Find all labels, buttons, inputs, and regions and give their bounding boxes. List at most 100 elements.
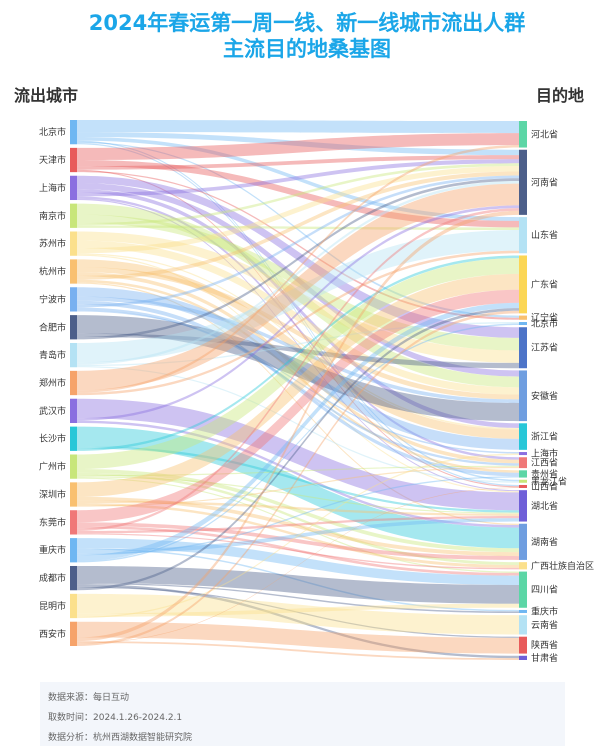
- target-label: 河北省: [531, 128, 558, 140]
- sankey-link: [77, 133, 519, 161]
- target-node: [519, 571, 527, 608]
- sankey-link: [77, 296, 519, 404]
- sankey-link: [77, 282, 519, 526]
- target-node: [519, 370, 527, 422]
- target-label: 安徽省: [531, 390, 558, 402]
- sankey-link: [77, 538, 519, 585]
- sankey-link: [77, 315, 519, 422]
- sankey-link: [77, 214, 519, 351]
- target-label: 江西省: [531, 457, 558, 469]
- sankey-link: [77, 310, 519, 646]
- sankey-link: [77, 287, 519, 450]
- sankey-link: [77, 322, 519, 367]
- source-node: [70, 593, 77, 619]
- target-label: 陕西省: [531, 639, 558, 651]
- source-label: 杭州市: [39, 266, 66, 278]
- sankey-chart: 北京市天津市上海市南京市苏州市杭州市宁波市合肥市青岛市郑州市武汉市长沙市广州市深…: [39, 120, 594, 664]
- sankey-link: [77, 621, 519, 654]
- source-label: 天津市: [39, 154, 66, 166]
- source-label: 郑州市: [39, 377, 66, 389]
- sankey-link: [77, 166, 519, 254]
- target-node: [519, 490, 527, 522]
- source-node: [70, 231, 77, 256]
- target-node: [519, 470, 527, 478]
- sankey-link: [77, 145, 519, 393]
- sankey-link: [77, 565, 519, 604]
- source-node: [70, 203, 77, 228]
- target-node: [519, 457, 527, 469]
- sankey-link: [77, 446, 519, 513]
- target-node: [519, 655, 527, 660]
- target-label: 广东省: [531, 278, 558, 290]
- sankey-link: [77, 189, 519, 428]
- sankey-link: [77, 476, 519, 514]
- source-node: [70, 454, 77, 479]
- source-label: 广州市: [39, 461, 66, 473]
- sankey-link: [77, 593, 519, 635]
- target-label: 湖南省: [531, 536, 558, 548]
- target-label: 山东省: [531, 229, 558, 241]
- sankey-link: [77, 183, 519, 377]
- sankey-link: [77, 308, 519, 591]
- source-node: [70, 342, 77, 368]
- source-node: [70, 538, 77, 563]
- target-label: 重庆市: [531, 605, 558, 617]
- sankey-link: [77, 143, 519, 487]
- target-node: [519, 636, 527, 654]
- sankey-link: [77, 289, 519, 523]
- title-line-2: 主流目的地桑基图: [223, 37, 391, 61]
- target-label: 江苏省: [531, 342, 558, 354]
- sankey-link: [77, 175, 519, 308]
- source-label: 昆明市: [39, 600, 66, 612]
- sankey-link: [77, 310, 519, 454]
- footer-box: 数据来源：每日互动 取数时间：2024.1.26-2024.2.1 数据分析：杭…: [40, 682, 565, 746]
- sankey-link: [77, 254, 519, 493]
- sankey-link: [77, 180, 519, 365]
- target-label: 黑龙江省: [531, 475, 567, 487]
- sankey-link: [77, 398, 519, 511]
- sankey-link: [77, 366, 519, 483]
- sankey-link: [77, 279, 519, 473]
- sankey-nodes: 北京市天津市上海市南京市苏州市杭州市宁波市合肥市青岛市郑州市武汉市长沙市广州市深…: [39, 120, 594, 664]
- source-column-header: 流出城市: [14, 86, 79, 105]
- sankey-link: [77, 203, 519, 388]
- target-node: [519, 315, 527, 320]
- target-node: [519, 452, 527, 456]
- source-label: 苏州市: [39, 238, 66, 250]
- target-node: [519, 562, 527, 570]
- sankey-link: [77, 465, 519, 477]
- sankey-link: [77, 159, 519, 197]
- sankey-link: [77, 169, 519, 488]
- sankey-link: [77, 487, 519, 644]
- source-label: 青岛市: [39, 349, 66, 361]
- target-node: [519, 423, 527, 450]
- sankey-link: [77, 272, 519, 464]
- sankey-link: [77, 469, 519, 553]
- source-label: 合肥市: [39, 321, 66, 333]
- target-label: 山西省: [531, 480, 558, 492]
- footer-analysis: 数据分析：杭州西湖数据智能研究院: [48, 733, 193, 743]
- source-label: 长沙市: [39, 433, 66, 445]
- sankey-link: [77, 333, 519, 369]
- sankey-link: [77, 230, 519, 363]
- target-node: [519, 255, 527, 314]
- sankey-link: [77, 141, 519, 318]
- source-label: 深圳市: [39, 488, 66, 500]
- chart-title: 2024年春运第一周一线、新一线城市流出人群 主流目的地桑基图: [0, 10, 614, 62]
- sankey-link: [77, 500, 519, 516]
- source-label: 东莞市: [39, 516, 66, 528]
- sankey-link: [77, 208, 519, 531]
- sankey-link: [77, 210, 519, 642]
- source-label: 宁波市: [39, 293, 66, 305]
- source-label: 北京市: [39, 126, 66, 138]
- sankey-link: [77, 170, 519, 320]
- target-node: [519, 615, 527, 635]
- sankey-link: [77, 466, 519, 507]
- sankey-link: [77, 267, 519, 400]
- source-node: [70, 259, 77, 284]
- target-label: 河南省: [531, 176, 558, 188]
- source-node: [70, 370, 77, 396]
- sankey-link: [77, 250, 519, 396]
- sankey-link: [77, 518, 519, 554]
- sankey-links: [77, 120, 519, 660]
